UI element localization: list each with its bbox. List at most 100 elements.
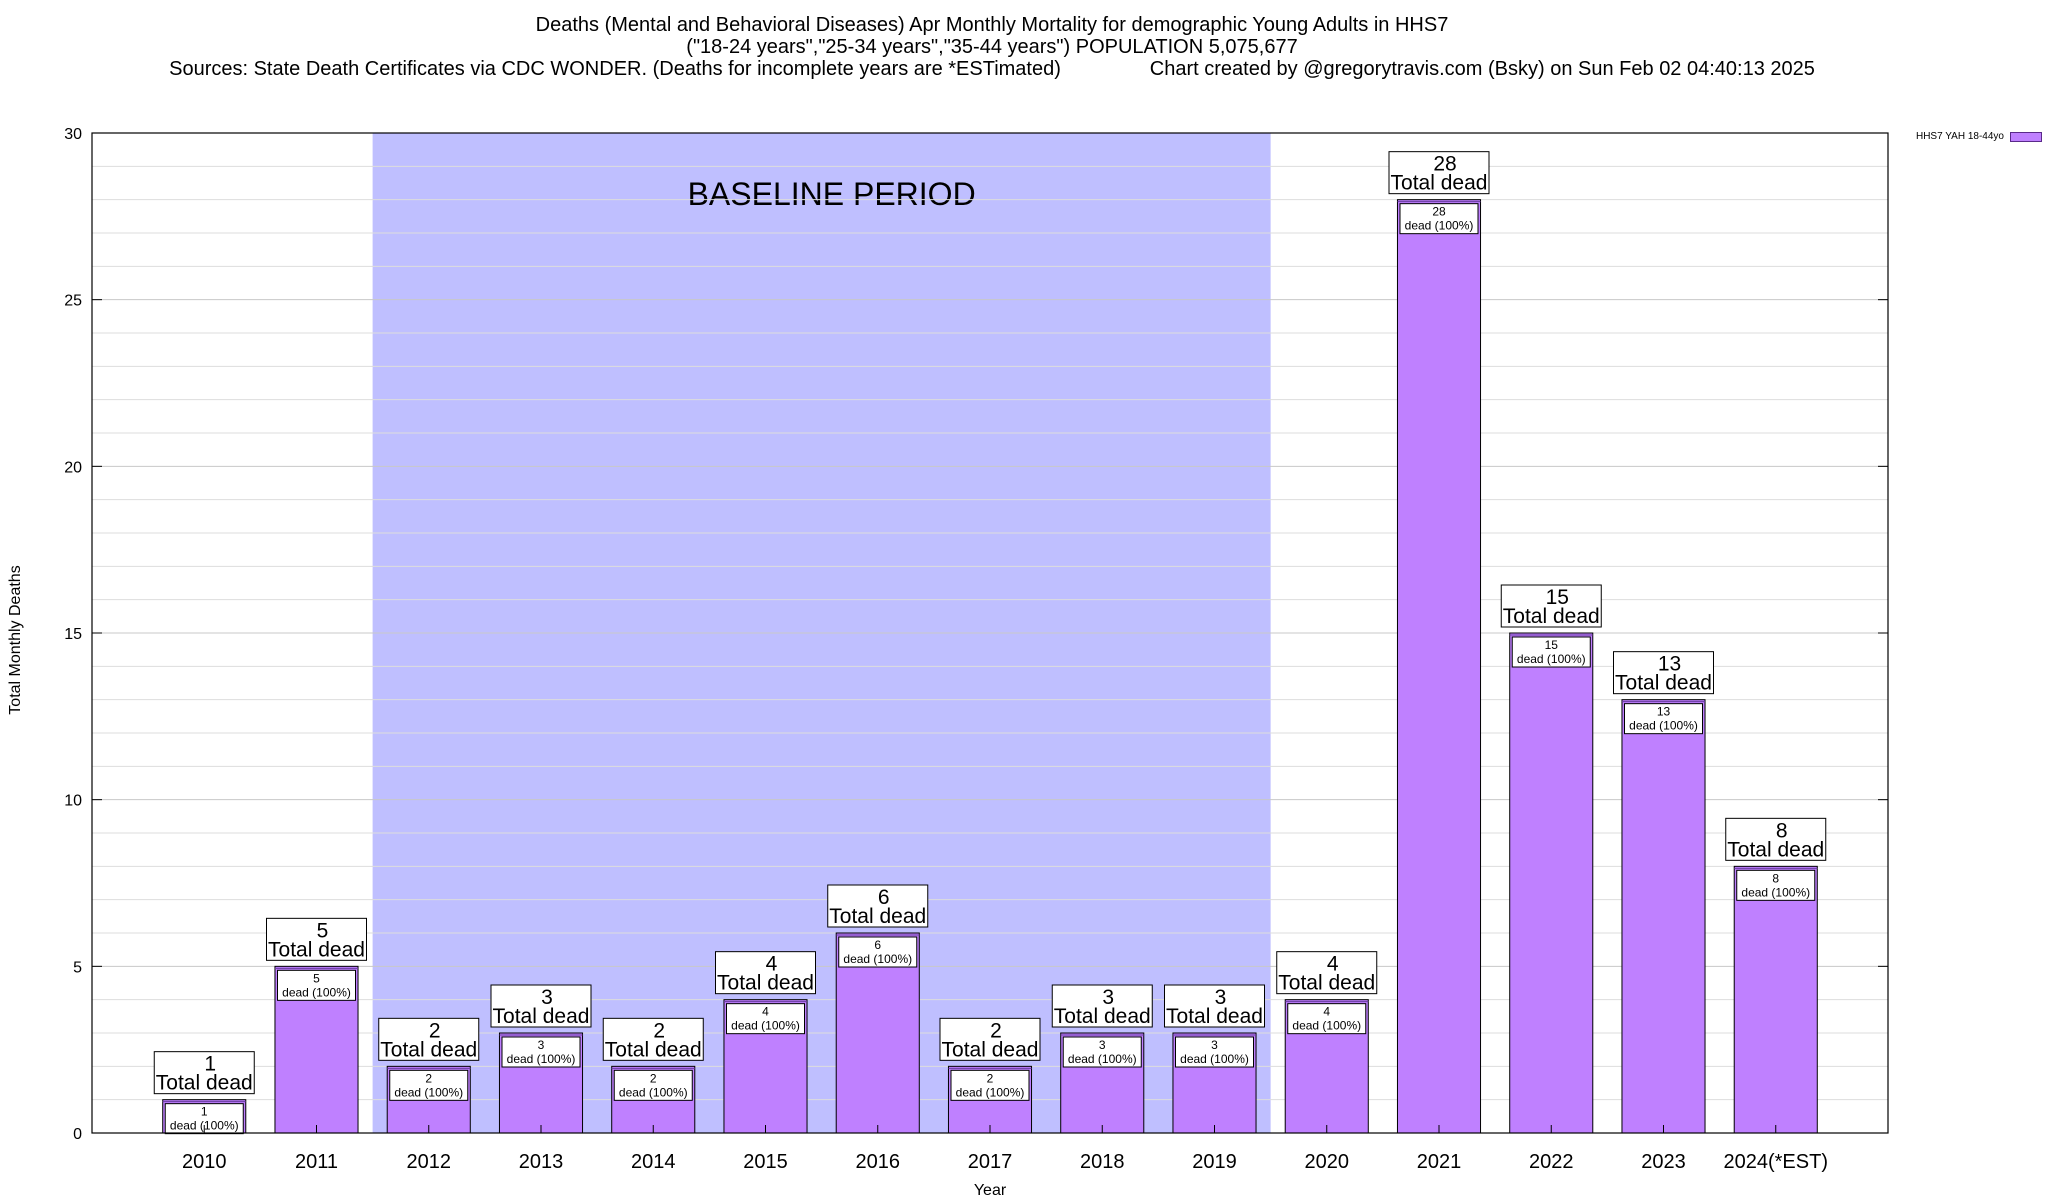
inner-percent-label: dead (100%)	[843, 952, 912, 966]
bar-2023	[1621, 699, 1706, 1134]
total-dead-label: Total dead	[1727, 838, 1824, 861]
inner-percent-label: dead (100%)	[731, 1019, 800, 1033]
inner-value-label: 8	[1772, 871, 1779, 885]
legend: HHS7 YAH 18-44yo	[1916, 131, 2042, 142]
total-value-label: 2	[653, 1019, 665, 1042]
total-value-label: 15	[1546, 586, 1569, 609]
total-label-box	[1388, 151, 1490, 195]
total-label-box	[1164, 984, 1265, 1028]
total-label-box	[1725, 817, 1827, 861]
inner-percent-label: dead (100%)	[1405, 219, 1474, 233]
total-label-box	[1051, 984, 1153, 1028]
total-label-box	[827, 884, 929, 928]
inner-percent-label: dead (100%)	[1292, 1019, 1361, 1033]
y-tick-label: 20	[64, 459, 82, 476]
bar-2021	[1396, 199, 1482, 1134]
inner-percent-label: dead (100%)	[1741, 885, 1810, 899]
inner-label-box	[1511, 636, 1591, 668]
total-label-box	[266, 917, 367, 961]
total-dead-label: Total dead	[1278, 972, 1375, 995]
x-tick-label-2017: 2017	[968, 1151, 1013, 1173]
x-tick-label-2014: 2014	[631, 1151, 676, 1173]
inner-value-label: 3	[538, 1038, 545, 1052]
total-label-box	[378, 1017, 480, 1061]
y-tick-label: 5	[73, 959, 82, 976]
x-tick-label-2024(*EST): 2024(*EST)	[1724, 1151, 1829, 1173]
inner-percent-label: dead (100%)	[394, 1085, 463, 1099]
total-value-label: 3	[541, 986, 553, 1009]
inner-value-label: 2	[650, 1071, 657, 1085]
y-tick-label: 30	[64, 126, 82, 143]
inner-label-box	[1736, 869, 1816, 901]
total-dead-label: Total dead	[1166, 1005, 1263, 1028]
inner-label-box	[277, 969, 356, 1001]
total-value-label: 2	[429, 1019, 441, 1042]
total-dead-label: Total dead	[1391, 172, 1488, 195]
inner-value-label: 6	[874, 938, 881, 952]
total-dead-label: Total dead	[380, 1038, 477, 1061]
inner-label-box	[1399, 203, 1479, 235]
inner-label-box	[1287, 1003, 1367, 1035]
total-value-label: 3	[1102, 986, 1114, 1009]
y-tick-label: 0	[73, 1126, 82, 1143]
bar-2024(*EST)	[1733, 865, 1818, 1134]
total-value-label: 8	[1776, 819, 1788, 842]
x-axis-label: Year	[973, 1182, 1007, 1199]
inner-percent-label: dead (100%)	[507, 1052, 576, 1066]
inner-value-label: 2	[425, 1071, 432, 1085]
inner-label-box	[1062, 1036, 1142, 1068]
total-dead-label: Total dead	[942, 1038, 1039, 1061]
x-tick-label-2015: 2015	[743, 1151, 788, 1173]
total-label-box	[1613, 651, 1714, 695]
inner-percent-label: dead (100%)	[1068, 1052, 1137, 1066]
inner-percent-label: dead (100%)	[282, 985, 351, 999]
total-value-label: 1	[204, 1053, 216, 1076]
inner-percent-label: dead (100%)	[956, 1085, 1025, 1099]
inner-value-label: 4	[762, 1005, 769, 1019]
total-label-box	[490, 984, 592, 1028]
y-tick-label: 10	[64, 793, 82, 810]
x-tick-label-2018: 2018	[1080, 1151, 1125, 1173]
inner-percent-label: dead (100%)	[1180, 1052, 1249, 1066]
total-value-label: 4	[766, 953, 778, 976]
total-dead-label: Total dead	[156, 1072, 253, 1095]
inner-value-label: 5	[313, 971, 320, 985]
total-label-box	[1500, 584, 1602, 628]
inner-value-label: 3	[1099, 1038, 1106, 1052]
inner-value-label: 1	[201, 1105, 208, 1119]
chart-title: Deaths (Mental and Behavioral Diseases) …	[0, 14, 1984, 80]
total-dead-label: Total dead	[493, 1005, 590, 1028]
total-value-label: 28	[1433, 153, 1456, 176]
x-tick-label-2019: 2019	[1192, 1151, 1237, 1173]
inner-label-box	[501, 1036, 581, 1068]
total-dead-label: Total dead	[605, 1038, 702, 1061]
inner-value-label: 2	[987, 1071, 994, 1085]
y-tick-label: 15	[64, 626, 82, 643]
x-tick-label-2020: 2020	[1305, 1151, 1350, 1173]
x-tick-label-2013: 2013	[519, 1151, 564, 1173]
total-value-label: 3	[1215, 986, 1227, 1009]
title-line-3: Sources: State Death Certificates via CD…	[169, 58, 1815, 80]
inner-label-box	[838, 936, 918, 968]
total-label-box	[602, 1017, 704, 1061]
x-tick-label-2010: 2010	[182, 1151, 227, 1173]
x-tick-label-2021: 2021	[1417, 1151, 1462, 1173]
legend-swatch	[2010, 131, 2042, 142]
total-value-label: 4	[1327, 953, 1339, 976]
inner-label-box	[726, 1003, 805, 1035]
total-dead-label: Total dead	[1503, 605, 1600, 628]
inner-percent-label: dead (100%)	[1629, 719, 1698, 733]
total-label-box	[1276, 951, 1378, 995]
total-dead-label: Total dead	[829, 905, 926, 928]
total-label-box	[939, 1017, 1041, 1061]
x-tick-label-2011: 2011	[295, 1151, 338, 1173]
total-dead-label: Total dead	[268, 938, 365, 961]
inner-label-box	[950, 1069, 1030, 1101]
inner-value-label: 15	[1545, 638, 1559, 652]
inner-value-label: 13	[1657, 705, 1671, 719]
y-axis-label: Total Monthly Deaths	[7, 565, 24, 715]
y-tick-label: 25	[64, 293, 82, 310]
inner-label-box	[1624, 703, 1703, 735]
inner-value-label: 28	[1432, 205, 1446, 219]
